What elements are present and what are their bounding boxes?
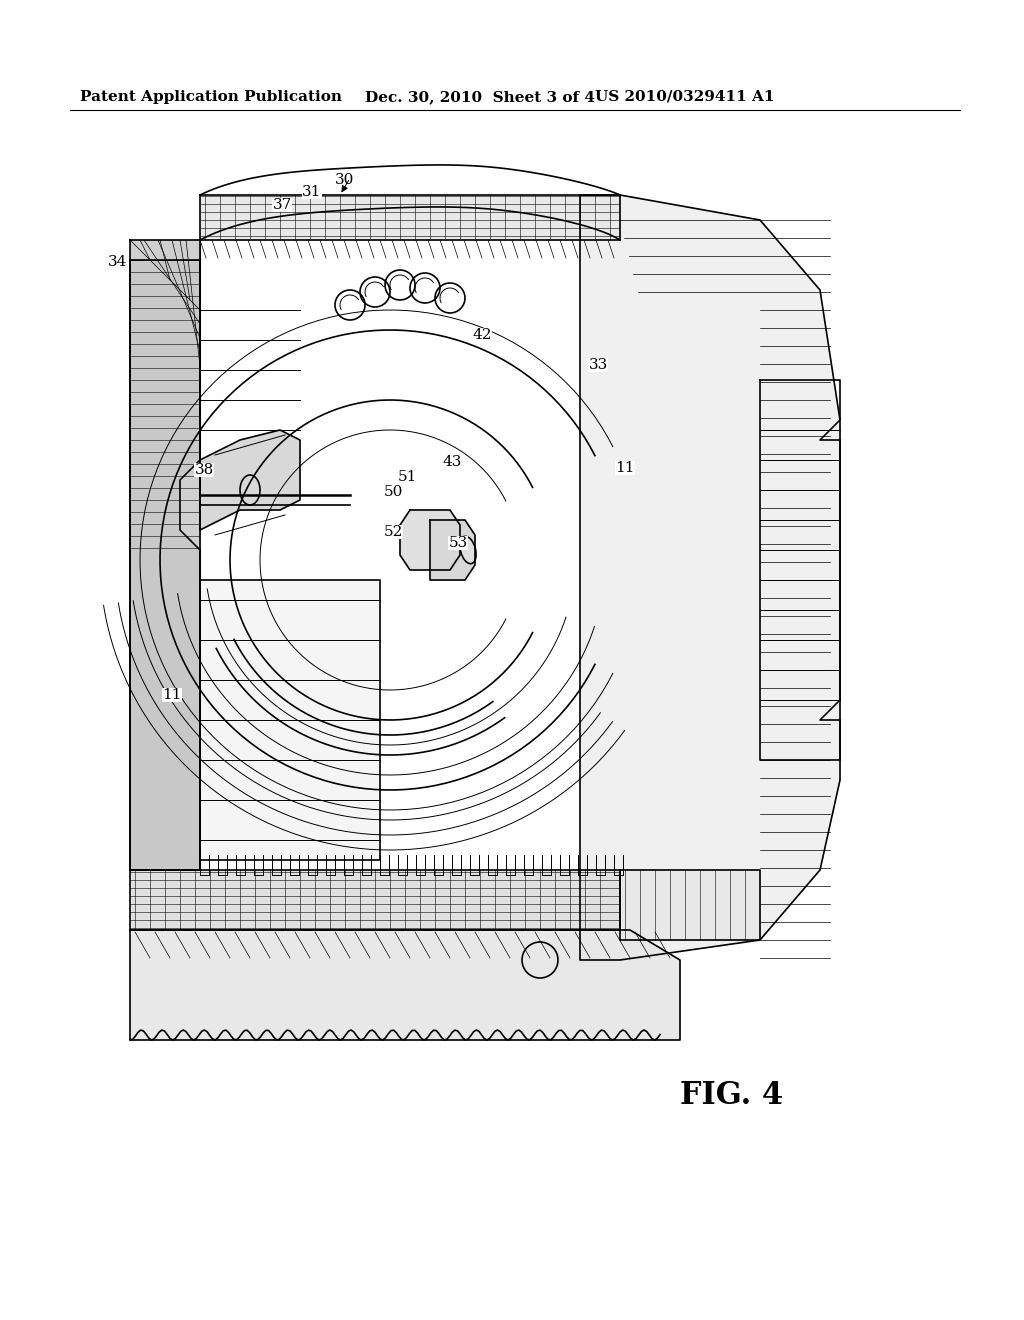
Text: 30: 30 [335, 173, 354, 187]
Polygon shape [130, 240, 200, 870]
Polygon shape [200, 430, 300, 531]
Text: 52: 52 [383, 525, 402, 539]
Polygon shape [400, 510, 460, 570]
Text: US 2010/0329411 A1: US 2010/0329411 A1 [595, 90, 774, 104]
Text: 37: 37 [272, 198, 292, 213]
Text: 11: 11 [615, 461, 635, 475]
Polygon shape [430, 520, 475, 579]
Text: 34: 34 [109, 255, 128, 269]
Text: 38: 38 [195, 463, 214, 477]
Polygon shape [200, 195, 620, 240]
Ellipse shape [460, 536, 476, 564]
Text: 33: 33 [589, 358, 607, 372]
Text: 11: 11 [162, 688, 181, 702]
Text: FIG. 4: FIG. 4 [680, 1080, 783, 1111]
Polygon shape [200, 579, 380, 861]
Text: 51: 51 [397, 470, 417, 484]
Text: 42: 42 [472, 327, 492, 342]
Text: Dec. 30, 2010  Sheet 3 of 4: Dec. 30, 2010 Sheet 3 of 4 [365, 90, 595, 104]
Text: 53: 53 [449, 536, 468, 550]
Polygon shape [130, 260, 200, 870]
Polygon shape [580, 195, 840, 960]
Text: 31: 31 [302, 185, 322, 199]
Ellipse shape [447, 528, 462, 552]
Polygon shape [130, 931, 680, 1040]
Polygon shape [620, 870, 760, 940]
Text: 50: 50 [383, 484, 402, 499]
Polygon shape [130, 870, 620, 931]
Text: Patent Application Publication: Patent Application Publication [80, 90, 342, 104]
Text: 43: 43 [442, 455, 462, 469]
